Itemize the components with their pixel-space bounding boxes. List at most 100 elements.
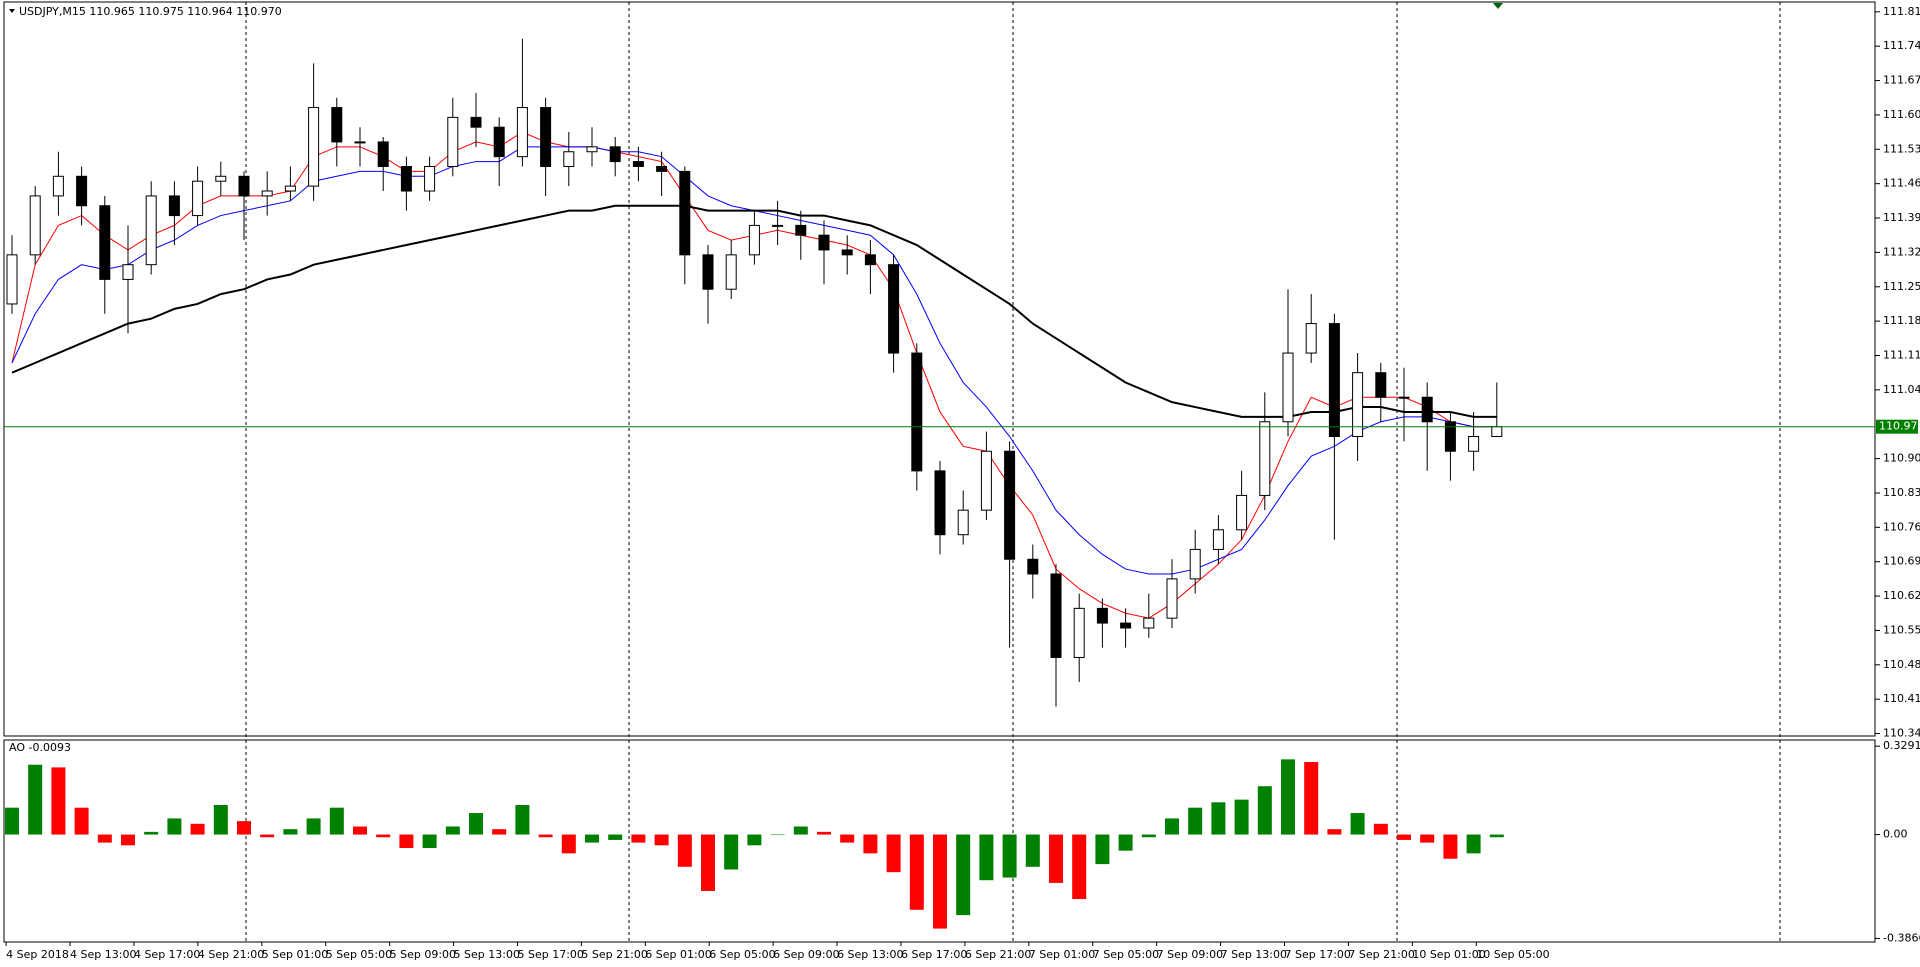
candle-body — [795, 224, 807, 236]
x-tick-label: 5 Sep 05:00 — [326, 948, 392, 961]
candle-body — [145, 195, 157, 266]
ao-bar — [492, 829, 507, 835]
candle-body — [331, 107, 343, 143]
chart-title: USDJPY,M15 110.965 110.975 110.964 110.9… — [19, 5, 282, 18]
ao-bar — [469, 813, 483, 835]
candle-body — [1236, 494, 1248, 531]
candle-body — [1189, 548, 1201, 580]
candle-body — [679, 170, 691, 256]
x-tick-label: 4 Sep 13:00 — [70, 948, 136, 961]
ao-bar — [631, 834, 646, 843]
y-tick-label: 111.115 — [1883, 348, 1920, 361]
y-tick-label: 111.465 — [1883, 177, 1920, 190]
y-tick-label: 111.745 — [1883, 39, 1920, 52]
bid-box — [1876, 419, 1918, 434]
ao-bar — [5, 807, 19, 835]
ao-bar — [213, 805, 228, 835]
bid-label: 110.970 — [1879, 420, 1920, 433]
ao-bar — [770, 834, 785, 836]
ao-bar — [283, 829, 298, 835]
candle-body — [1444, 421, 1456, 452]
candle-body — [1468, 436, 1480, 452]
candle-body — [1305, 323, 1317, 354]
candle-body — [772, 224, 784, 227]
ao-bar — [933, 834, 947, 929]
candle-body — [76, 175, 88, 207]
candle-body — [1259, 421, 1271, 496]
y-tick-label: 110.835 — [1883, 486, 1920, 499]
x-tick-label: 4 Sep 17:00 — [134, 948, 200, 961]
candle-body — [656, 165, 668, 172]
ao-bar — [1373, 823, 1388, 835]
ao-bar — [28, 764, 43, 835]
ao-bar — [51, 767, 66, 835]
candle-body — [609, 146, 621, 163]
ao-bar — [121, 834, 135, 846]
candle-body — [424, 165, 436, 192]
candle-body — [702, 254, 714, 290]
y-tick-label: 111.675 — [1883, 74, 1920, 87]
ao-bar — [793, 826, 808, 835]
ao-bar — [1141, 834, 1156, 838]
candle-body — [864, 254, 876, 266]
ao-bar — [399, 834, 414, 848]
candle-body — [1282, 352, 1294, 423]
y-tick-label: 110.485 — [1883, 658, 1920, 671]
candle-body — [284, 185, 296, 192]
ao-label: AO -0.0093 — [9, 741, 71, 754]
x-tick-label: 4 Sep 2018 — [6, 948, 69, 961]
ao-bar — [840, 834, 855, 843]
candle-body — [1328, 323, 1340, 438]
x-tick-label: 7 Sep 17:00 — [1285, 948, 1351, 961]
candle-body — [1491, 426, 1503, 438]
y-tick-label: 110.415 — [1883, 692, 1920, 705]
candle-body — [1352, 372, 1364, 438]
candle-body — [980, 450, 992, 511]
candle-body — [632, 161, 644, 167]
candle-body — [540, 107, 552, 167]
candle-body — [1120, 622, 1132, 629]
candle-body — [493, 126, 505, 158]
candle-body — [586, 146, 598, 153]
ao-bar — [1118, 834, 1133, 851]
candle-body — [563, 151, 575, 167]
ao-bar — [1025, 834, 1040, 867]
candle-body — [957, 509, 969, 536]
candle-body — [168, 195, 180, 217]
ao-bar — [1072, 834, 1087, 900]
candle-body — [748, 224, 760, 256]
ao-bar — [956, 834, 971, 916]
ao-bar — [422, 834, 437, 848]
candle-body — [1398, 396, 1410, 399]
ao-bar — [260, 834, 275, 838]
ao-bar — [677, 834, 692, 867]
candle-body — [516, 107, 528, 158]
x-tick-label: 7 Sep 01:00 — [1029, 948, 1095, 961]
x-tick-label: 4 Sep 21:00 — [198, 948, 264, 961]
panel-menu-arrow[interactable] — [9, 9, 15, 13]
candle-body — [29, 195, 41, 256]
main-panel-frame — [3, 1, 1876, 737]
x-tick-label: 5 Sep 01:00 — [262, 948, 328, 961]
candle-body — [308, 107, 320, 187]
ao-bar — [1234, 799, 1249, 835]
y-tick-label: 110.695 — [1883, 555, 1920, 568]
x-tick-label: 7 Sep 05:00 — [1093, 948, 1159, 961]
ao-bar — [1489, 834, 1504, 838]
candle-body — [1421, 396, 1433, 423]
candle-body — [354, 141, 366, 144]
candle-body — [888, 264, 900, 354]
x-tick-label: 10 Sep 01:00 — [1412, 948, 1485, 961]
candle-body — [447, 116, 459, 167]
ao-bar — [376, 834, 391, 838]
candle-body — [1027, 558, 1039, 575]
ao-bar — [817, 831, 831, 835]
candle-body — [841, 249, 853, 256]
y-tick-label: 111.815 — [1883, 5, 1920, 18]
x-tick-label: 5 Sep 13:00 — [454, 948, 520, 961]
moving-average — [11, 204, 1497, 418]
ao-bar — [863, 834, 878, 854]
ao-panel-frame — [3, 739, 1876, 943]
ao-bar — [445, 826, 460, 835]
